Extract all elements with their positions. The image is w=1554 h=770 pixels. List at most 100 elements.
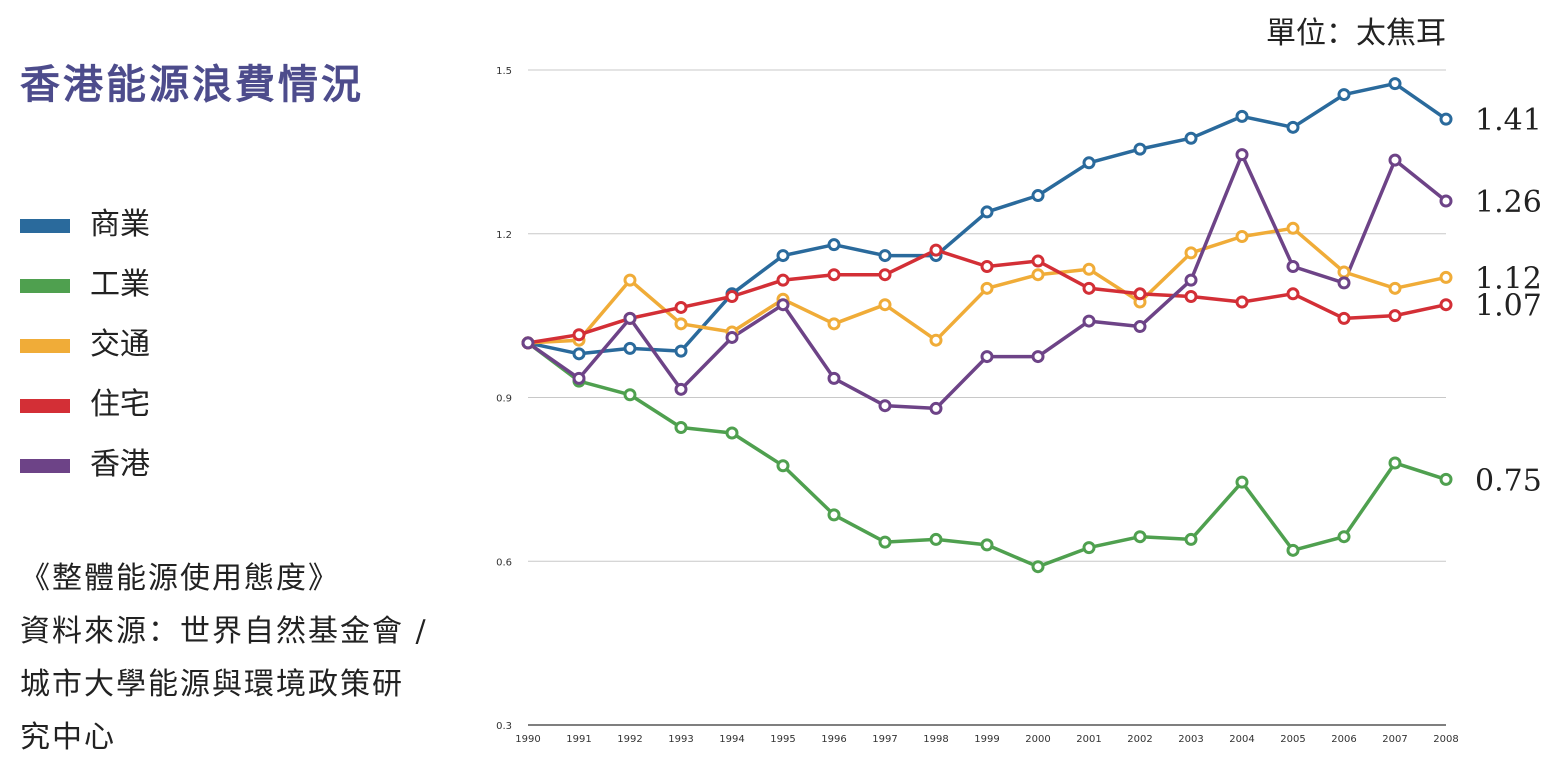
source-line-3: 城市大學能源與環境政策研 — [20, 667, 404, 702]
data-point — [1031, 254, 1045, 268]
data-point — [1235, 229, 1249, 243]
data-point — [1133, 287, 1147, 301]
x-tick-label: 1998 — [923, 734, 948, 745]
data-point — [878, 298, 892, 312]
data-point — [1235, 109, 1249, 123]
legend-item-residential: 住宅 — [20, 385, 240, 425]
source-line-1: 《整體能源使用態度》 — [20, 561, 340, 596]
page-title: 香港能源浪費情況 — [20, 61, 364, 108]
data-point — [674, 317, 688, 331]
data-point — [623, 273, 637, 287]
data-point — [776, 298, 790, 312]
data-point — [827, 238, 841, 252]
data-point — [725, 330, 739, 344]
x-tick-label: 1990 — [515, 734, 540, 745]
legend-item-commercial: 商業 — [20, 205, 240, 245]
data-point — [980, 538, 994, 552]
x-tick-label: 1995 — [770, 734, 795, 745]
data-point — [1031, 189, 1045, 203]
x-tick-label: 2008 — [1433, 734, 1458, 745]
data-point — [827, 371, 841, 385]
data-point — [929, 243, 943, 257]
data-point — [1031, 560, 1045, 574]
data-point — [521, 336, 535, 350]
x-tick-label: 1994 — [719, 734, 744, 745]
legend-label-residential: 住宅 — [90, 387, 150, 422]
unit-label: 單位：太焦耳 — [1266, 16, 1446, 51]
data-point — [1337, 88, 1351, 102]
data-point — [725, 426, 739, 440]
data-point — [1439, 112, 1453, 126]
source-line-2: 資料來源：世界自然基金會 / — [20, 614, 428, 649]
data-point — [776, 249, 790, 263]
data-point — [1184, 532, 1198, 546]
y-tick-label: 1.5 — [496, 66, 512, 77]
data-point — [1082, 281, 1096, 295]
data-point — [1286, 260, 1300, 273]
data-point — [1235, 295, 1249, 309]
x-tick-label: 2004 — [1229, 734, 1254, 745]
data-point — [1388, 153, 1402, 167]
x-tick-label: 1991 — [566, 734, 591, 745]
legend-label-commercial: 商業 — [90, 207, 150, 242]
source-note: 《整體能源使用態度》 資料來源：世界自然基金會 / 城市大學能源與環境政策研 究… — [20, 552, 490, 764]
data-point — [878, 399, 892, 413]
data-point — [1082, 156, 1096, 170]
y-tick-label: 1.2 — [496, 230, 512, 241]
data-point — [1184, 290, 1198, 304]
data-point — [572, 347, 586, 361]
data-point — [1439, 194, 1453, 208]
x-tick-label: 2001 — [1076, 734, 1101, 745]
data-point — [1184, 246, 1198, 260]
series-line-1 — [526, 341, 1448, 569]
data-point — [1439, 472, 1453, 486]
data-point — [1439, 298, 1453, 312]
data-point — [1337, 311, 1351, 325]
data-point — [1388, 309, 1402, 323]
data-point — [1133, 530, 1147, 544]
end-value-label: 1.07 — [1475, 289, 1542, 324]
data-point — [1337, 530, 1351, 544]
end-value-label: 1.12 — [1475, 261, 1542, 296]
data-point — [1082, 314, 1096, 328]
y-tick-label: 0.3 — [496, 721, 512, 732]
data-point — [1133, 142, 1147, 156]
data-point — [1388, 456, 1402, 470]
series-line-0 — [526, 81, 1448, 356]
series-line-4 — [526, 152, 1448, 411]
legend-label-industrial: 工業 — [90, 267, 150, 302]
data-point — [980, 281, 994, 295]
legend-label-hongkong: 香港 — [90, 447, 150, 482]
x-tick-label: 2006 — [1331, 734, 1356, 745]
legend-label-transport: 交通 — [90, 327, 150, 362]
x-tick-label: 2002 — [1127, 734, 1152, 745]
data-point — [674, 382, 688, 396]
end-value-label: 1.41 — [1475, 103, 1542, 138]
x-tick-label: 2000 — [1025, 734, 1050, 745]
data-point — [1388, 281, 1402, 295]
data-point — [827, 508, 841, 522]
legend-item-industrial: 工業 — [20, 265, 240, 305]
x-tick-label: 2007 — [1382, 734, 1407, 745]
data-point — [1235, 475, 1249, 489]
data-point — [1184, 273, 1198, 287]
y-tick-label: 0.9 — [496, 394, 512, 405]
legend-swatch-residential — [20, 399, 70, 413]
legend-swatch-hongkong — [20, 459, 70, 473]
legend-swatch-industrial — [20, 279, 70, 293]
data-point — [1286, 287, 1300, 301]
data-point — [776, 273, 790, 287]
data-point — [572, 328, 586, 342]
data-point — [1337, 265, 1351, 279]
data-point — [1286, 221, 1300, 235]
data-point — [1388, 77, 1402, 91]
data-point — [776, 459, 790, 473]
legend-item-transport: 交通 — [20, 325, 240, 365]
data-point — [1337, 276, 1351, 290]
end-value-label: 0.75 — [1475, 463, 1542, 498]
data-point — [827, 317, 841, 331]
data-point — [623, 341, 637, 355]
end-value-label: 1.26 — [1475, 185, 1542, 220]
data-point — [674, 421, 688, 435]
data-point — [929, 333, 943, 347]
